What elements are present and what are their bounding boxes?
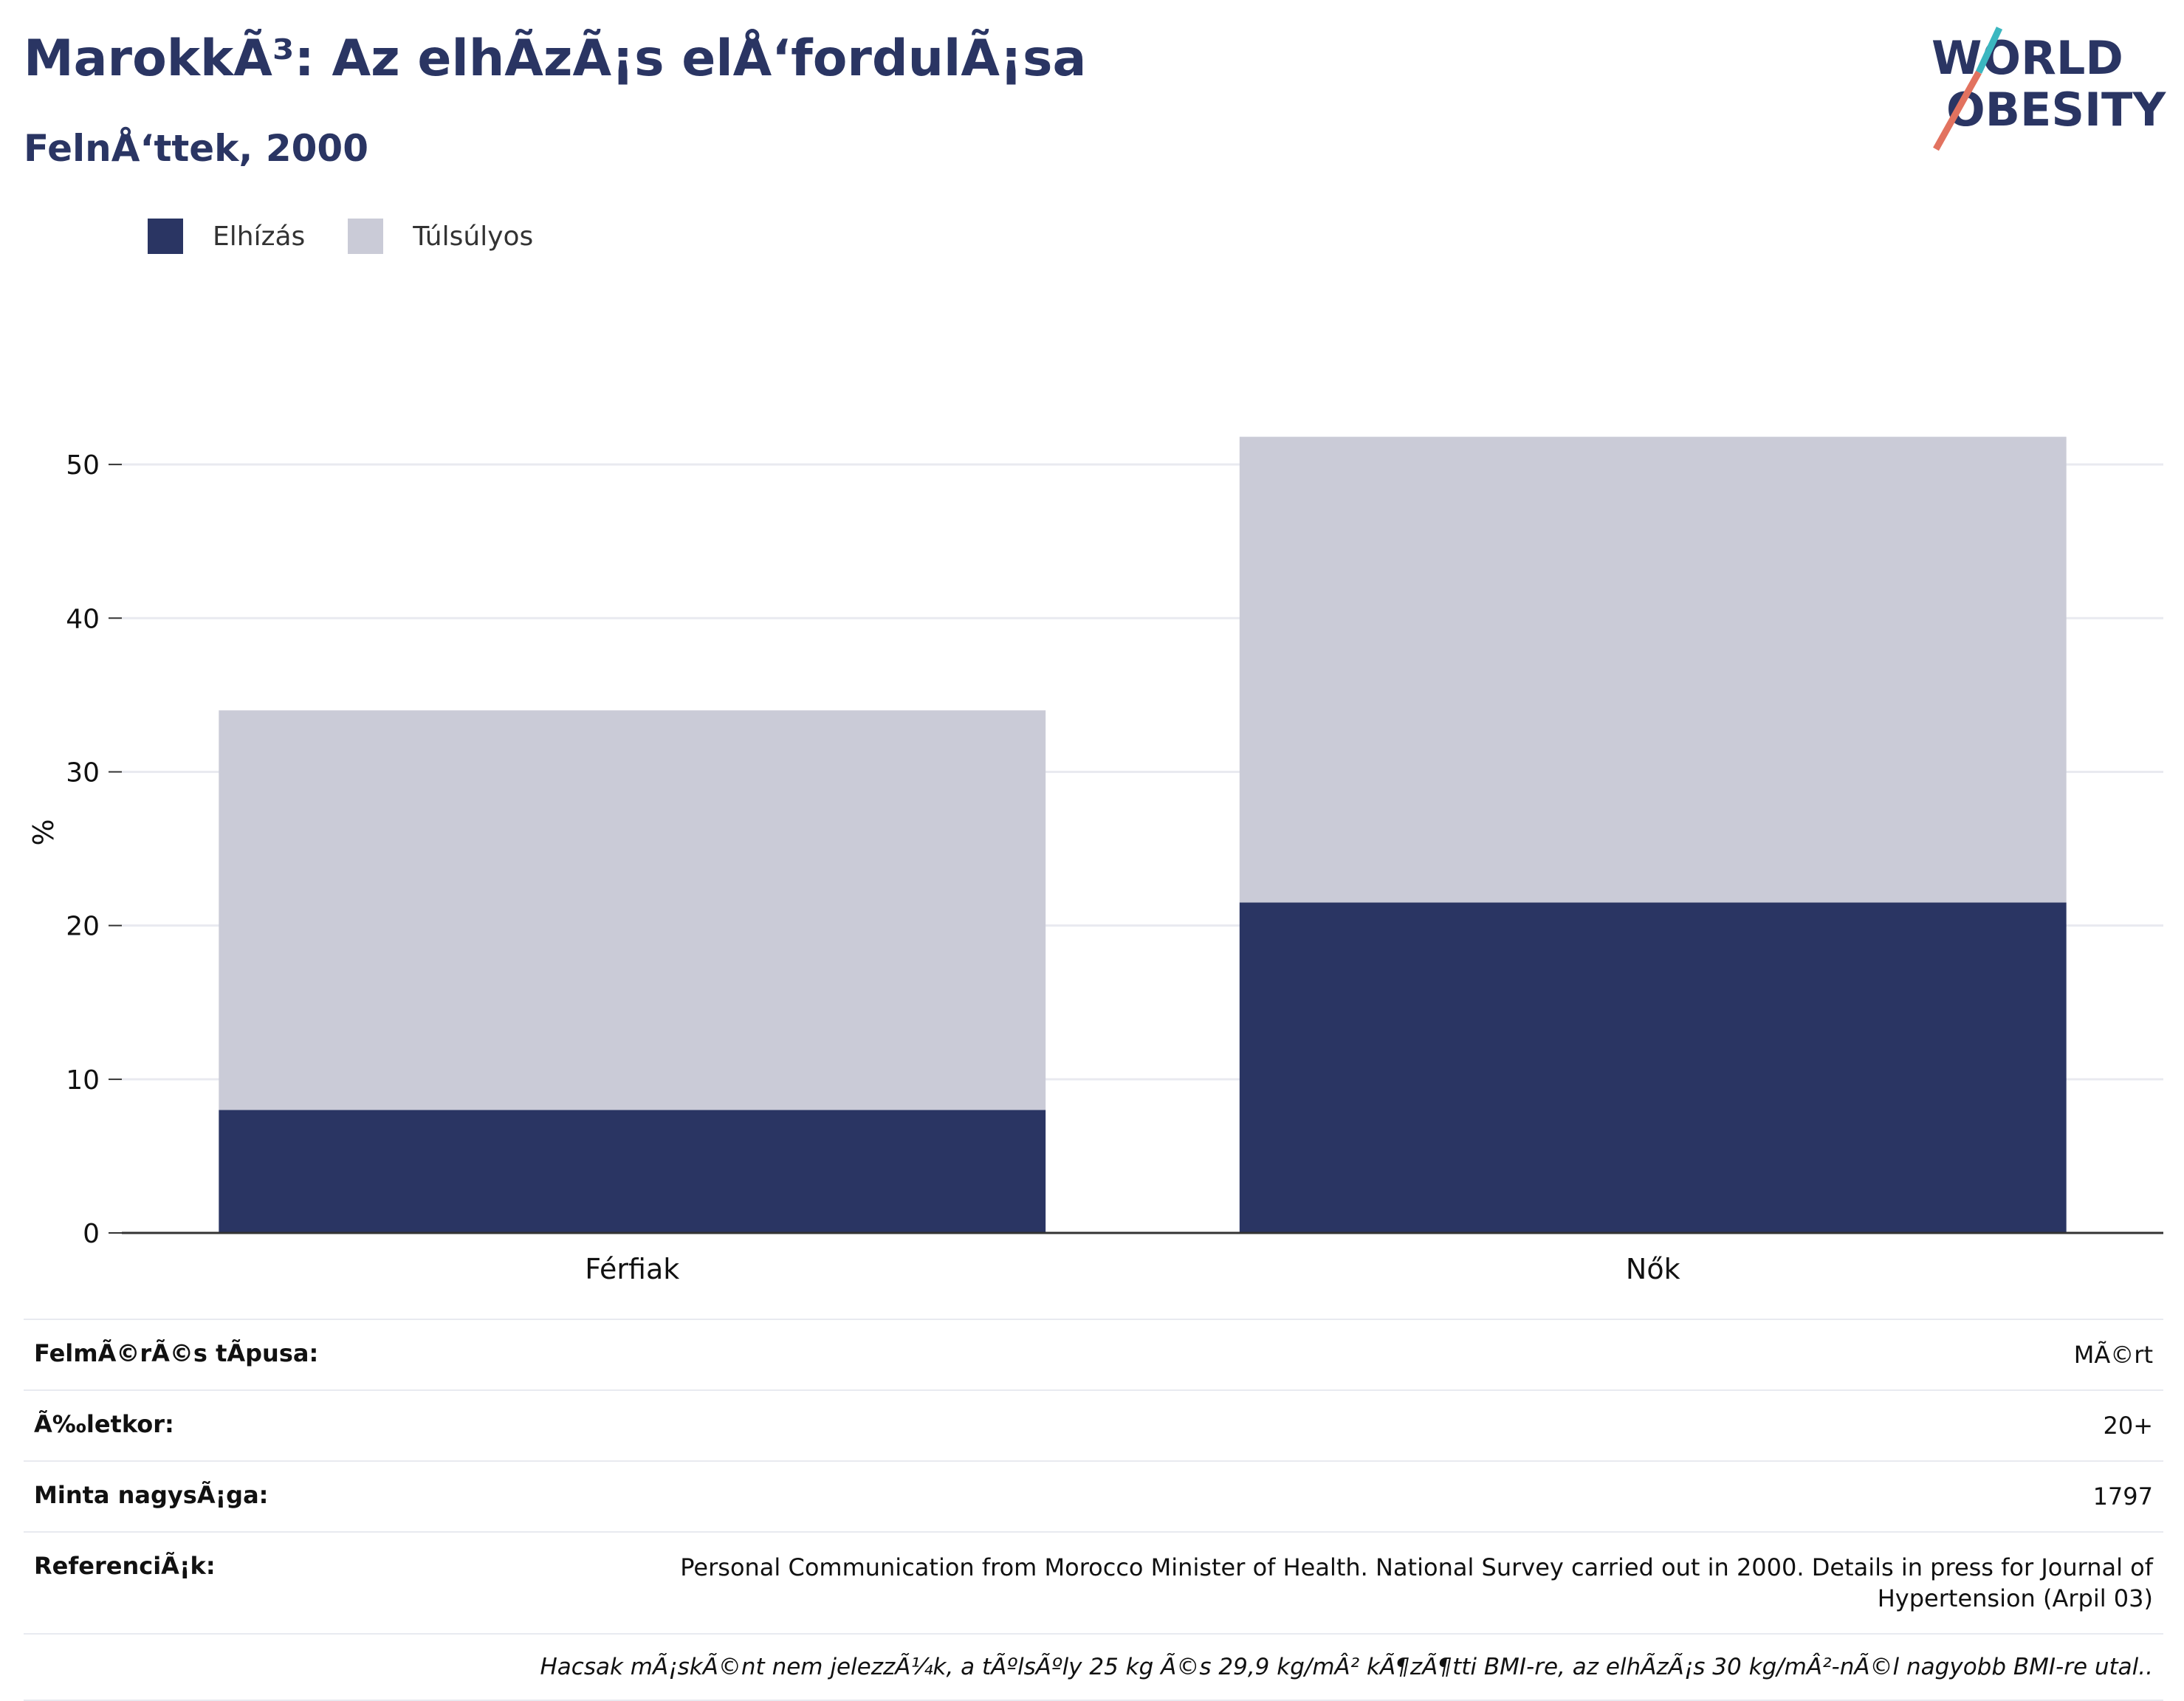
meta-key: Minta nagysÃ¡ga: xyxy=(34,1481,269,1509)
bar-obesity xyxy=(1239,902,2067,1233)
stacked-bar-chart: 0 10 20 30 40 50% Férfiak Nők xyxy=(27,436,2163,1285)
bar-overweight xyxy=(219,710,1046,1110)
y-tick-label: 20 xyxy=(66,912,100,942)
chart-legend: Elhízás Túlsúlyos xyxy=(148,219,576,254)
legend-label-overweight: Túlsúlyos xyxy=(413,221,534,252)
y-tick-label: 0 xyxy=(83,1219,100,1249)
bar-obesity xyxy=(219,1110,1046,1233)
footnote: Hacsak mÃ¡skÃ©nt nem jelezzÃ¼k, a tÃºlsÃ… xyxy=(24,1633,2163,1701)
meta-key: ReferenciÃ¡k: xyxy=(34,1552,216,1580)
y-tick-label: 40 xyxy=(66,604,100,634)
meta-value: Personal Communication from Morocco Mini… xyxy=(680,1553,2153,1612)
legend-label-obesity: Elhízás xyxy=(213,221,306,252)
legend-swatch-overweight xyxy=(348,219,384,254)
meta-value: 1797 xyxy=(2092,1482,2153,1511)
world-obesity-logo: WORLD OBESITY xyxy=(1931,27,2166,151)
x-tick-label: Férfiak xyxy=(585,1253,679,1285)
meta-row-age: Ã‰letkor: 20+ xyxy=(24,1389,2163,1460)
svg-text:WORLD: WORLD xyxy=(1931,31,2123,85)
meta-row-survey-type: FelmÃ©rÃ©s tÃpusa: MÃ©rt xyxy=(24,1319,2163,1389)
y-axis-label: % xyxy=(27,819,60,845)
x-tick-label: Nők xyxy=(1626,1253,1680,1285)
legend-item-overweight: Túlsúlyos xyxy=(348,219,533,254)
chart-subtitle: FelnÅ‘ttek, 2000 xyxy=(24,127,368,170)
y-tick-label: 50 xyxy=(66,450,100,481)
meta-value: 20+ xyxy=(2103,1412,2153,1440)
chart-title: MarokkÃ³: Az elhÃ­zÃ¡s elÅ‘fordulÃ¡sa xyxy=(24,30,1087,88)
legend-swatch-obesity xyxy=(148,219,183,254)
meta-row-sample-size: Minta nagysÃ¡ga: 1797 xyxy=(24,1460,2163,1531)
bar-overweight xyxy=(1239,436,2067,903)
svg-text:OBESITY: OBESITY xyxy=(1946,83,2166,137)
y-tick-label: 10 xyxy=(66,1065,100,1096)
meta-value: MÃ©rt xyxy=(2073,1341,2153,1369)
metadata-table: FelmÃ©rÃ©s tÃpusa: MÃ©rt Ã‰letkor: 20+ M… xyxy=(24,1319,2163,1701)
meta-key: Ã‰letkor: xyxy=(34,1410,174,1438)
y-tick-label: 30 xyxy=(66,757,100,788)
meta-key: FelmÃ©rÃ©s tÃpusa: xyxy=(34,1339,319,1367)
legend-item-obesity: Elhízás xyxy=(148,219,305,254)
meta-row-references: ReferenciÃ¡k: Personal Communication fro… xyxy=(24,1531,2163,1633)
